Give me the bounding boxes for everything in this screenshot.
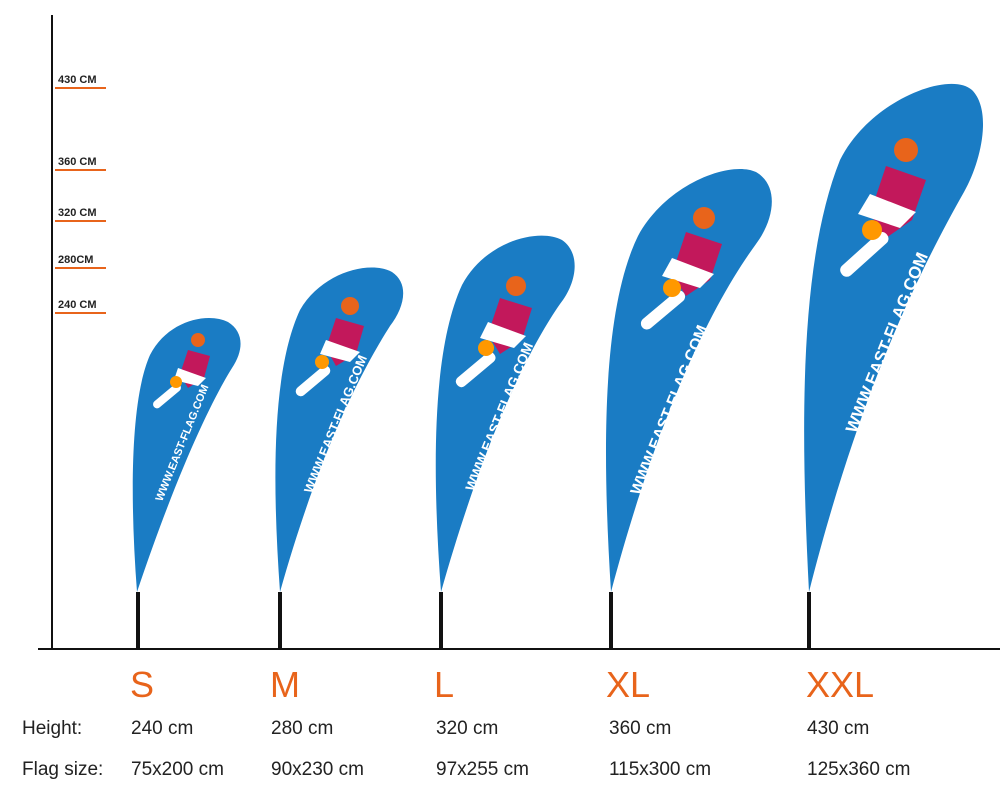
flag-size-value-l: 97x255 cm (436, 759, 529, 780)
svg-text:280CM: 280CM (58, 254, 93, 266)
flag-size-value-xxl: 125x360 cm (807, 759, 911, 780)
snowboarder-graphic (455, 276, 532, 388)
scale-mark-360: 360 CM (55, 156, 106, 171)
height-value-xxl: 430 cm (807, 718, 870, 739)
size-label-s: S (130, 664, 155, 705)
scale-mark-320: 320 CM (55, 207, 106, 222)
height-value-s: 240 cm (131, 718, 194, 739)
flag-xxl: WWW.EAST-FLAG.COM (804, 83, 984, 649)
height-row-label: Height: (22, 718, 83, 739)
teardrop-banner (435, 235, 575, 592)
svg-text:320 CM: 320 CM (58, 207, 97, 219)
svg-text:240 CM: 240 CM (58, 299, 97, 311)
flag-size-value-m: 90x230 cm (271, 759, 364, 780)
height-value-m: 280 cm (271, 718, 334, 739)
snowboarder-graphic (295, 297, 364, 397)
size-label-l: L (434, 664, 455, 705)
teardrop-banner (804, 83, 984, 592)
svg-text:360 CM: 360 CM (58, 156, 97, 168)
flag-s: WWW.EAST-FLAG.COM (132, 318, 241, 649)
flag-l: WWW.EAST-FLAG.COM (435, 235, 575, 649)
flag-size-value-s: 75x200 cm (131, 759, 224, 780)
teardrop-banner (275, 267, 404, 592)
scale-mark-280: 280CM (55, 254, 106, 269)
size-label-xl: XL (606, 664, 651, 705)
size-label-m: M (270, 664, 300, 705)
scale-mark-430: 430 CM (55, 74, 106, 89)
snowboarder-graphic (153, 333, 210, 409)
size-label-xxl: XXL (806, 664, 875, 705)
flag-size-value-xl: 115x300 cm (609, 759, 712, 780)
svg-text:430 CM: 430 CM (58, 74, 97, 86)
teardrop-banner (606, 168, 772, 592)
flag-size-row-label: Flag size: (22, 759, 104, 780)
flag-xl: WWW.EAST-FLAG.COM (606, 168, 772, 649)
scale-mark-240: 240 CM (55, 299, 106, 314)
snowboarder-graphic (840, 138, 926, 277)
flag-m: WWW.EAST-FLAG.COM (275, 267, 404, 649)
height-value-l: 320 cm (436, 718, 499, 739)
height-value-xl: 360 cm (609, 718, 672, 739)
snowboarder-graphic (640, 207, 722, 330)
teardrop-banner (132, 318, 241, 592)
